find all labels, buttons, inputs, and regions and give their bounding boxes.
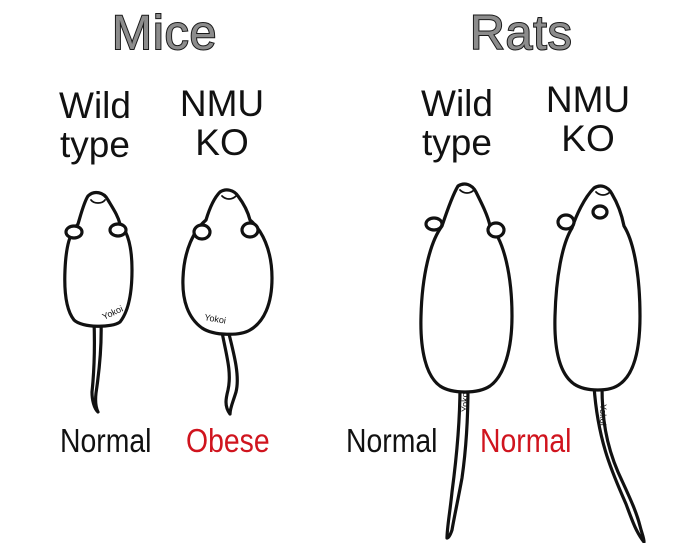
rats-title: Rats [469,7,573,60]
rat-snout [595,191,611,196]
signature: Yokoi [204,312,227,326]
rat-body [419,182,514,394]
genotype-line-2: KO [561,118,615,159]
rats-wildtype-label: Wild type [412,84,502,162]
rat-body [553,184,642,392]
mouse-snout [221,195,237,200]
rat-ear-right [591,204,609,220]
rat-snout [459,189,475,194]
genotype-line-2: type [422,122,492,163]
genotype-line-2: type [60,124,130,165]
mouse-ear-left [64,224,84,240]
mice-title: Mice [111,7,218,60]
rat-tail [445,384,470,540]
genotype-line-1: NMU [179,83,265,124]
wildtype-rat-drawing: Yokoi [419,182,514,540]
mouse-body [181,188,274,336]
rat-ear-left [556,213,576,231]
mouse-tail [90,318,103,414]
rats-ko-label: NMU KO [536,80,640,158]
mouse-ear-right [108,222,128,238]
mouse-ear-left [192,223,212,241]
mouse-tail [220,328,239,416]
signature: Yokoi [598,404,608,426]
genotype-line-1: NMU [545,79,631,120]
genotype-line-1: Wild [59,85,131,126]
ko-rat-drawing: Yokoi [553,184,646,543]
mouse-snout [90,199,106,204]
mice-ko-phenotype: Obese [186,422,270,459]
mice-wildtype-phenotype: Normal [60,422,152,459]
ko-mouse-drawing: Yokoi [181,188,274,416]
genotype-line-1: Wild [421,83,493,124]
rat-tail [592,384,646,543]
mice-ko-label: NMU KO [170,84,274,162]
mouse-body [63,190,134,328]
genotype-line-2: KO [195,122,249,163]
mouse-ear-right [240,221,260,239]
rat-ear-left [424,216,444,232]
rats-wildtype-phenotype: Normal [346,422,438,459]
signature: Yokoi [460,390,470,412]
mice-wildtype-label: Wild type [50,86,140,164]
rats-ko-phenotype: Normal [480,422,572,459]
rat-ear-right [486,221,506,239]
wildtype-mouse-drawing: Yokoi [63,190,134,414]
